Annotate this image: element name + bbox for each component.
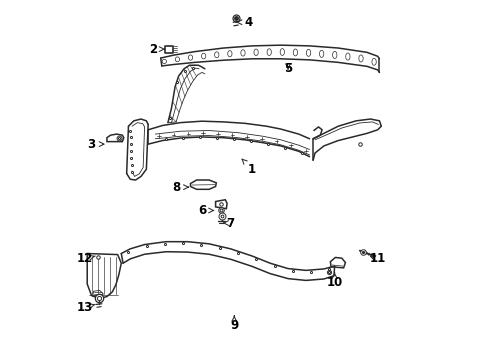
Text: 4: 4 [237, 16, 253, 29]
Ellipse shape [319, 50, 324, 57]
Text: 3: 3 [87, 138, 104, 150]
Ellipse shape [175, 57, 179, 62]
Text: 9: 9 [230, 316, 238, 332]
Ellipse shape [215, 52, 219, 58]
Ellipse shape [359, 55, 363, 62]
Ellipse shape [294, 49, 297, 56]
Ellipse shape [306, 49, 311, 56]
Ellipse shape [201, 53, 206, 59]
Ellipse shape [267, 49, 271, 55]
Text: 12: 12 [76, 252, 95, 265]
Text: 13: 13 [76, 301, 95, 314]
Ellipse shape [333, 51, 337, 58]
Ellipse shape [162, 59, 167, 64]
Ellipse shape [280, 49, 285, 55]
Ellipse shape [346, 53, 350, 60]
Ellipse shape [228, 51, 232, 57]
Ellipse shape [241, 50, 245, 56]
Ellipse shape [254, 49, 258, 55]
Text: 6: 6 [198, 204, 214, 217]
Text: 1: 1 [242, 159, 256, 176]
Text: 8: 8 [173, 181, 189, 194]
Text: 2: 2 [149, 42, 165, 55]
Ellipse shape [188, 55, 193, 60]
Ellipse shape [372, 58, 376, 65]
Text: 7: 7 [223, 216, 235, 230]
Text: 11: 11 [369, 252, 386, 265]
Text: 10: 10 [326, 273, 343, 289]
Text: 5: 5 [284, 62, 292, 75]
